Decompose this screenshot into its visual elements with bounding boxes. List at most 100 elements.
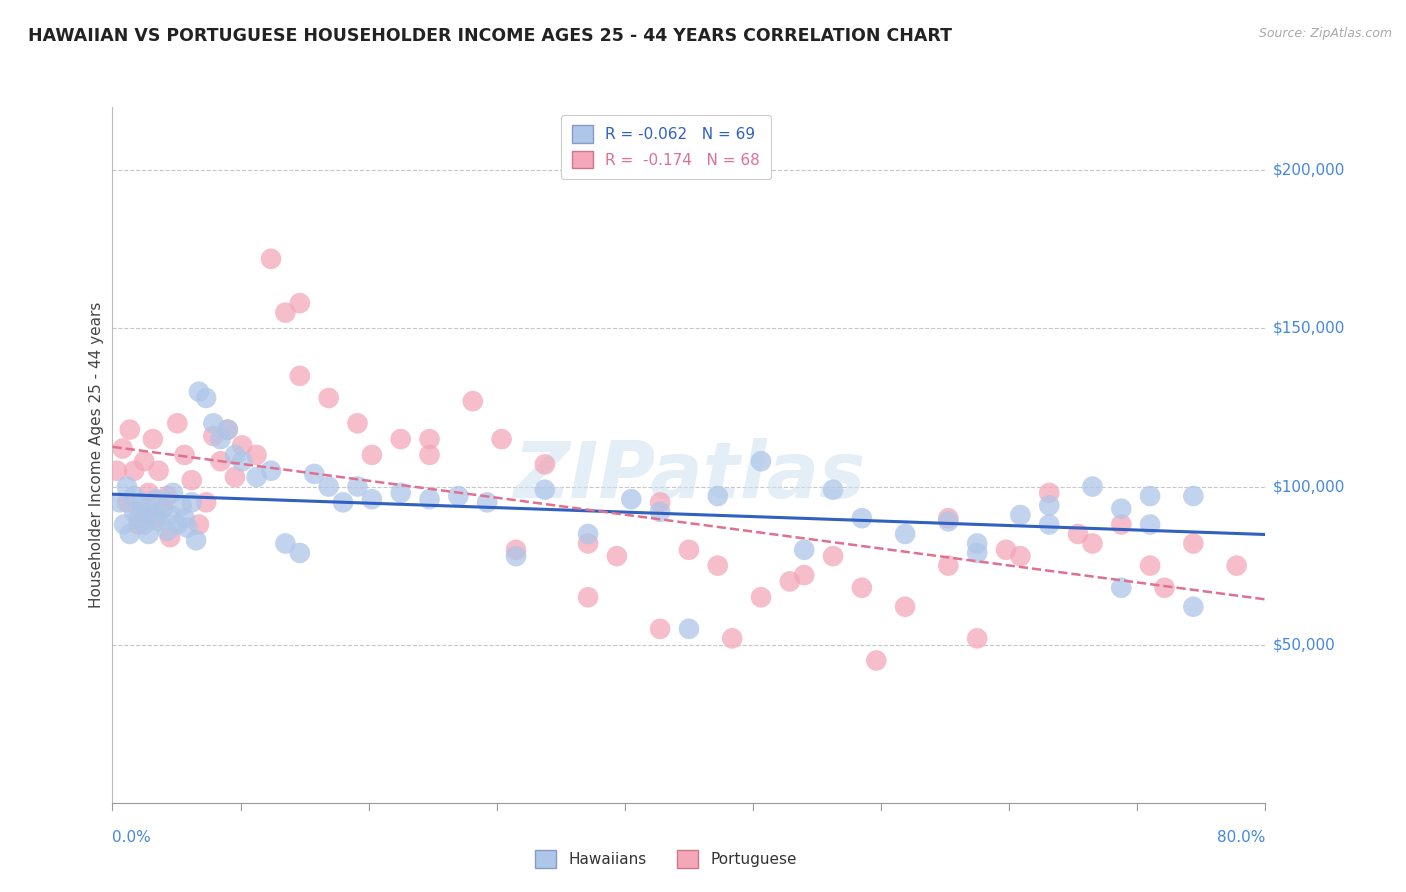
Text: $200,000: $200,000 — [1272, 163, 1344, 178]
Point — [678, 622, 700, 636]
Point — [966, 546, 988, 560]
Point — [224, 470, 246, 484]
Point — [184, 533, 207, 548]
Point — [245, 448, 267, 462]
Point — [138, 527, 160, 541]
Point — [821, 549, 844, 563]
Point — [1081, 479, 1104, 493]
Point — [188, 384, 211, 399]
Point — [176, 521, 198, 535]
Point — [851, 511, 873, 525]
Point — [111, 442, 134, 456]
Point — [1139, 517, 1161, 532]
Point — [419, 492, 441, 507]
Point — [118, 527, 141, 541]
Point — [793, 542, 815, 557]
Point — [1111, 517, 1133, 532]
Point — [202, 429, 225, 443]
Point — [606, 549, 628, 563]
Point — [231, 454, 253, 468]
Point — [894, 599, 917, 614]
Text: HAWAIIAN VS PORTUGUESE HOUSEHOLDER INCOME AGES 25 - 44 YEARS CORRELATION CHART: HAWAIIAN VS PORTUGUESE HOUSEHOLDER INCOM… — [28, 27, 952, 45]
Point — [134, 517, 156, 532]
Point — [1111, 501, 1133, 516]
Point — [112, 517, 135, 532]
Point — [274, 305, 297, 319]
Text: $100,000: $100,000 — [1272, 479, 1344, 494]
Point — [105, 464, 128, 478]
Point — [389, 432, 412, 446]
Point — [1038, 486, 1060, 500]
Point — [533, 458, 555, 472]
Point — [288, 368, 311, 383]
Point — [1111, 581, 1133, 595]
Point — [749, 454, 772, 468]
Point — [145, 511, 167, 525]
Point — [1010, 549, 1032, 563]
Point — [419, 448, 441, 462]
Point — [1010, 508, 1032, 522]
Point — [170, 499, 193, 513]
Point — [346, 417, 368, 431]
Point — [1226, 558, 1249, 573]
Point — [145, 492, 167, 507]
Point — [346, 479, 368, 493]
Point — [156, 524, 179, 538]
Point — [180, 473, 202, 487]
Point — [966, 632, 988, 646]
Point — [138, 501, 160, 516]
Point — [865, 653, 887, 667]
Point — [821, 483, 844, 497]
Point — [288, 546, 311, 560]
Point — [260, 464, 283, 478]
Point — [142, 508, 165, 522]
Point — [159, 508, 181, 522]
Point — [318, 479, 340, 493]
Point — [209, 432, 232, 446]
Point — [620, 492, 643, 507]
Point — [505, 542, 527, 557]
Point — [505, 549, 527, 563]
Text: Source: ZipAtlas.com: Source: ZipAtlas.com — [1258, 27, 1392, 40]
Point — [1153, 581, 1175, 595]
Text: ZIPatlas: ZIPatlas — [513, 438, 865, 514]
Point — [118, 423, 141, 437]
Point — [129, 505, 153, 519]
Point — [936, 558, 959, 573]
Point — [793, 568, 815, 582]
Point — [721, 632, 744, 646]
Text: $50,000: $50,000 — [1272, 637, 1336, 652]
Point — [166, 417, 188, 431]
Point — [195, 391, 218, 405]
Point — [209, 454, 232, 468]
Point — [108, 495, 131, 509]
Point — [360, 492, 382, 507]
Point — [447, 489, 470, 503]
Point — [332, 495, 354, 509]
Point — [1081, 536, 1104, 550]
Point — [1182, 489, 1205, 503]
Point — [202, 417, 225, 431]
Point — [188, 517, 211, 532]
Text: 0.0%: 0.0% — [112, 830, 152, 845]
Point — [475, 495, 498, 509]
Point — [148, 464, 170, 478]
Point — [162, 486, 184, 500]
Point — [274, 536, 297, 550]
Point — [1182, 599, 1205, 614]
Point — [894, 527, 917, 541]
Point — [127, 511, 149, 525]
Point — [138, 486, 160, 500]
Point — [318, 391, 340, 405]
Point — [995, 542, 1018, 557]
Point — [648, 622, 672, 636]
Point — [1038, 517, 1060, 532]
Point — [461, 394, 484, 409]
Point — [173, 448, 195, 462]
Point — [678, 542, 700, 557]
Point — [779, 574, 801, 589]
Point — [122, 505, 145, 519]
Point — [491, 432, 513, 446]
Point — [134, 454, 156, 468]
Point — [159, 530, 181, 544]
